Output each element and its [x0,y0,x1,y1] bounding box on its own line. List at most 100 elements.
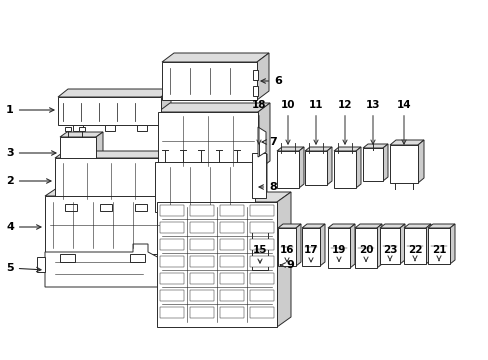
Polygon shape [130,254,145,262]
Polygon shape [449,224,454,264]
Bar [249,256,273,267]
Text: 7: 7 [262,137,276,147]
Polygon shape [417,140,423,183]
Text: 15: 15 [252,245,267,263]
Bar [249,205,273,216]
Polygon shape [254,154,266,212]
Polygon shape [355,147,360,188]
Polygon shape [427,224,454,228]
Polygon shape [162,53,268,62]
Polygon shape [295,224,301,266]
Text: 10: 10 [280,100,295,144]
Polygon shape [167,188,179,254]
Bar [252,86,258,96]
Polygon shape [162,62,257,100]
Polygon shape [167,151,177,204]
Text: 17: 17 [303,245,318,262]
Polygon shape [100,204,112,211]
Polygon shape [158,103,269,112]
Bar [160,273,183,284]
Polygon shape [276,151,298,188]
Polygon shape [278,224,301,228]
Polygon shape [45,244,163,287]
Text: 11: 11 [308,100,323,144]
Polygon shape [403,228,425,264]
Bar [190,290,214,301]
Bar [251,153,265,198]
Bar [220,290,244,301]
Polygon shape [105,125,115,131]
Polygon shape [302,224,325,228]
Text: 19: 19 [331,245,346,261]
Polygon shape [354,228,376,268]
Polygon shape [326,147,331,185]
Bar [160,239,183,250]
Polygon shape [319,224,325,266]
Bar [249,307,273,318]
Polygon shape [161,89,171,125]
Polygon shape [362,144,387,148]
Bar [160,256,183,267]
Polygon shape [155,162,254,212]
Bar [249,222,273,233]
Bar [220,273,244,284]
Text: 20: 20 [358,245,372,261]
Bar [220,256,244,267]
Polygon shape [135,204,147,211]
Polygon shape [73,125,83,131]
Text: 9: 9 [280,260,293,270]
Bar [79,127,85,131]
Polygon shape [96,132,103,170]
Polygon shape [298,147,304,188]
Bar [190,222,214,233]
Polygon shape [251,224,272,228]
Polygon shape [45,196,167,254]
Bar [220,307,244,318]
Polygon shape [55,158,167,204]
Bar [190,256,214,267]
Text: 1: 1 [6,105,54,115]
Polygon shape [137,125,147,131]
Polygon shape [333,151,355,188]
Polygon shape [258,103,269,170]
Polygon shape [55,151,177,158]
Polygon shape [158,112,258,170]
Polygon shape [257,53,268,100]
Bar [190,205,214,216]
Polygon shape [333,147,360,151]
Polygon shape [354,224,381,228]
Bar [249,273,273,284]
Polygon shape [305,147,331,151]
Polygon shape [276,192,290,327]
Text: 12: 12 [337,100,351,144]
Text: 16: 16 [279,245,294,262]
Polygon shape [60,254,75,262]
Polygon shape [379,228,399,264]
Polygon shape [251,228,267,270]
Polygon shape [327,228,349,268]
Text: 13: 13 [365,100,380,144]
Bar [160,290,183,301]
Polygon shape [258,127,265,157]
Bar [190,307,214,318]
Polygon shape [45,188,179,196]
Polygon shape [60,132,103,137]
Text: 6: 6 [261,76,282,86]
Polygon shape [276,147,304,151]
Bar [220,222,244,233]
Text: 5: 5 [6,263,41,273]
Polygon shape [60,137,96,170]
Polygon shape [382,144,387,181]
Bar [190,273,214,284]
Polygon shape [362,148,382,181]
Polygon shape [349,224,354,268]
Bar [249,290,273,301]
Text: 2: 2 [6,176,51,186]
Polygon shape [58,89,171,97]
Text: 21: 21 [431,245,446,261]
Polygon shape [37,257,45,272]
Bar [160,205,183,216]
Text: 3: 3 [6,148,56,158]
Bar [220,205,244,216]
Polygon shape [157,192,290,202]
